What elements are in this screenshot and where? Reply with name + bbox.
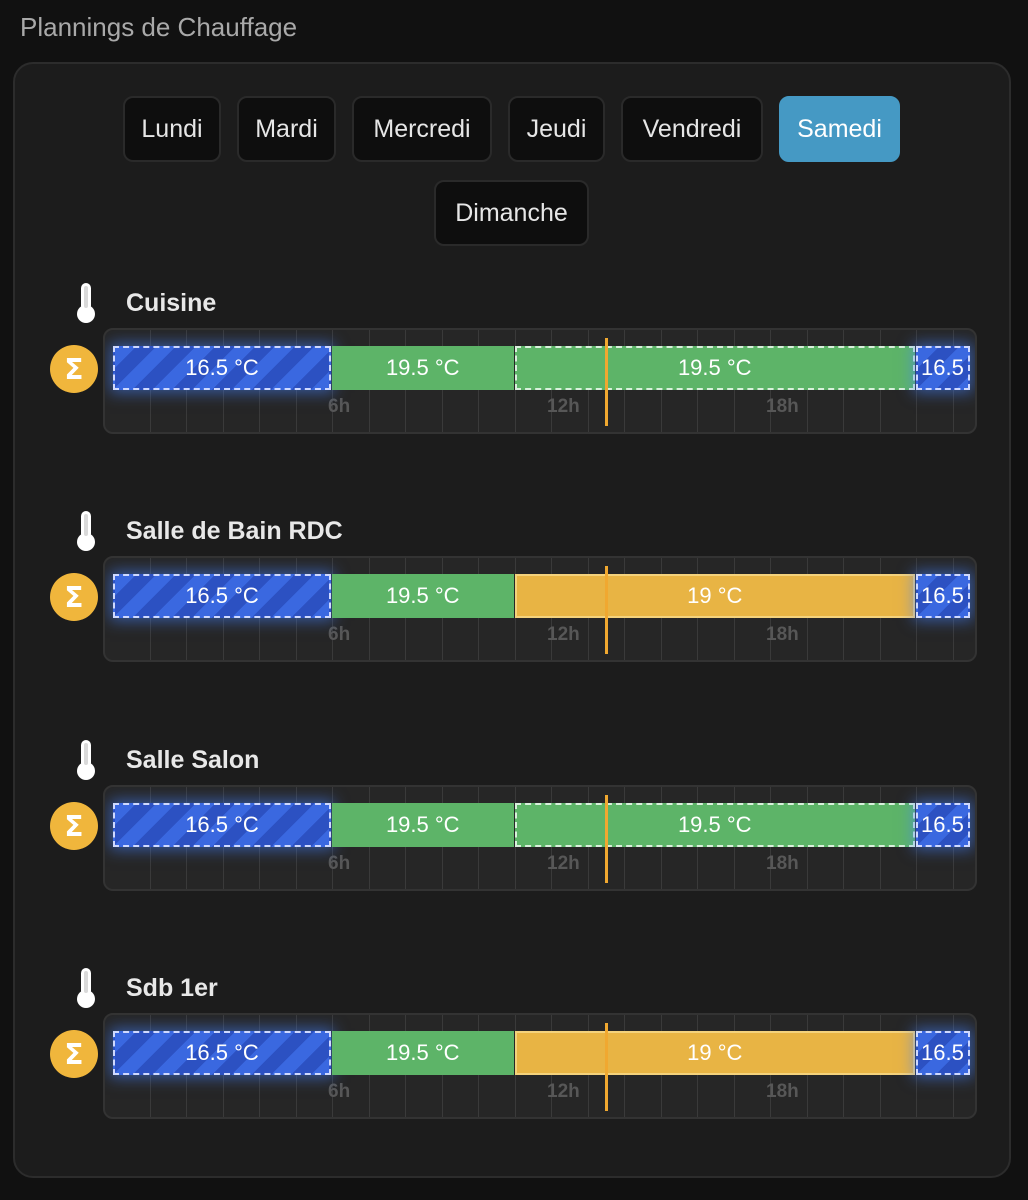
day-tab-samedi[interactable]: Samedi [779, 96, 900, 162]
sigma-icon[interactable]: Σ [50, 573, 98, 621]
current-time-indicator [604, 566, 608, 654]
room-title: Salle Salon [126, 746, 260, 774]
room-title: Cuisine [126, 289, 217, 317]
current-time-indicator [604, 1023, 608, 1111]
hour-label: 12h [547, 1081, 580, 1102]
day-tab-dimanche[interactable]: Dimanche [434, 180, 589, 246]
schedule-segment[interactable]: 19.5 °C [514, 346, 915, 390]
schedule-segment[interactable]: 19.5 °C [332, 346, 514, 390]
thermometer-icon [74, 967, 98, 1009]
schedule-segment[interactable]: 19.5 °C [514, 803, 915, 847]
day-tab-lundi[interactable]: Lundi [123, 96, 221, 162]
day-tab-mardi[interactable]: Mardi [237, 96, 336, 162]
sigma-icon[interactable]: Σ [50, 802, 98, 850]
schedule-segment[interactable]: 19 °C [514, 574, 915, 618]
schedule-segment[interactable]: 16.5 °C [113, 1031, 331, 1075]
section-title: Plannings de Chauffage [20, 12, 298, 42]
thermometer-icon [74, 739, 98, 781]
schedule-segment[interactable]: 16.5 °C [113, 574, 331, 618]
schedule-segment[interactable]: 19.5 °C [332, 574, 514, 618]
room-title: Sdb 1er [126, 974, 218, 1002]
hour-label: 12h [547, 853, 580, 874]
thermometer-icon [74, 510, 98, 552]
current-time-indicator [604, 795, 608, 883]
hour-label: 6h [328, 853, 351, 874]
schedule-segment[interactable]: 16.5 °C [916, 346, 970, 390]
sigma-icon[interactable]: Σ [50, 345, 98, 393]
hour-label: 18h [766, 624, 799, 645]
schedule-segment[interactable]: 16.5 °C [916, 1031, 970, 1075]
room-title: Salle de Bain RDC [126, 517, 343, 545]
schedule-segment[interactable]: 16.5 °C [916, 803, 970, 847]
day-tab-vendredi[interactable]: Vendredi [621, 96, 763, 162]
schedule-segment[interactable]: 19.5 °C [332, 803, 514, 847]
schedule-segment[interactable]: 16.5 °C [916, 574, 970, 618]
schedule-segment[interactable]: 19 °C [514, 1031, 915, 1075]
schedule-segment[interactable]: 16.5 °C [113, 803, 331, 847]
hour-label: 18h [766, 853, 799, 874]
sigma-icon[interactable]: Σ [50, 1030, 98, 1078]
day-tab-jeudi[interactable]: Jeudi [508, 96, 605, 162]
hour-label: 12h [547, 624, 580, 645]
hour-label: 6h [328, 1081, 351, 1102]
schedule-segment[interactable]: 19.5 °C [332, 1031, 514, 1075]
hour-label: 12h [547, 396, 580, 417]
hour-label: 6h [328, 396, 351, 417]
schedule-segment[interactable]: 16.5 °C [113, 346, 331, 390]
current-time-indicator [604, 338, 608, 426]
hour-label: 6h [328, 624, 351, 645]
day-tab-mercredi[interactable]: Mercredi [352, 96, 492, 162]
hour-label: 18h [766, 396, 799, 417]
thermometer-icon [74, 282, 98, 324]
hour-label: 18h [766, 1081, 799, 1102]
